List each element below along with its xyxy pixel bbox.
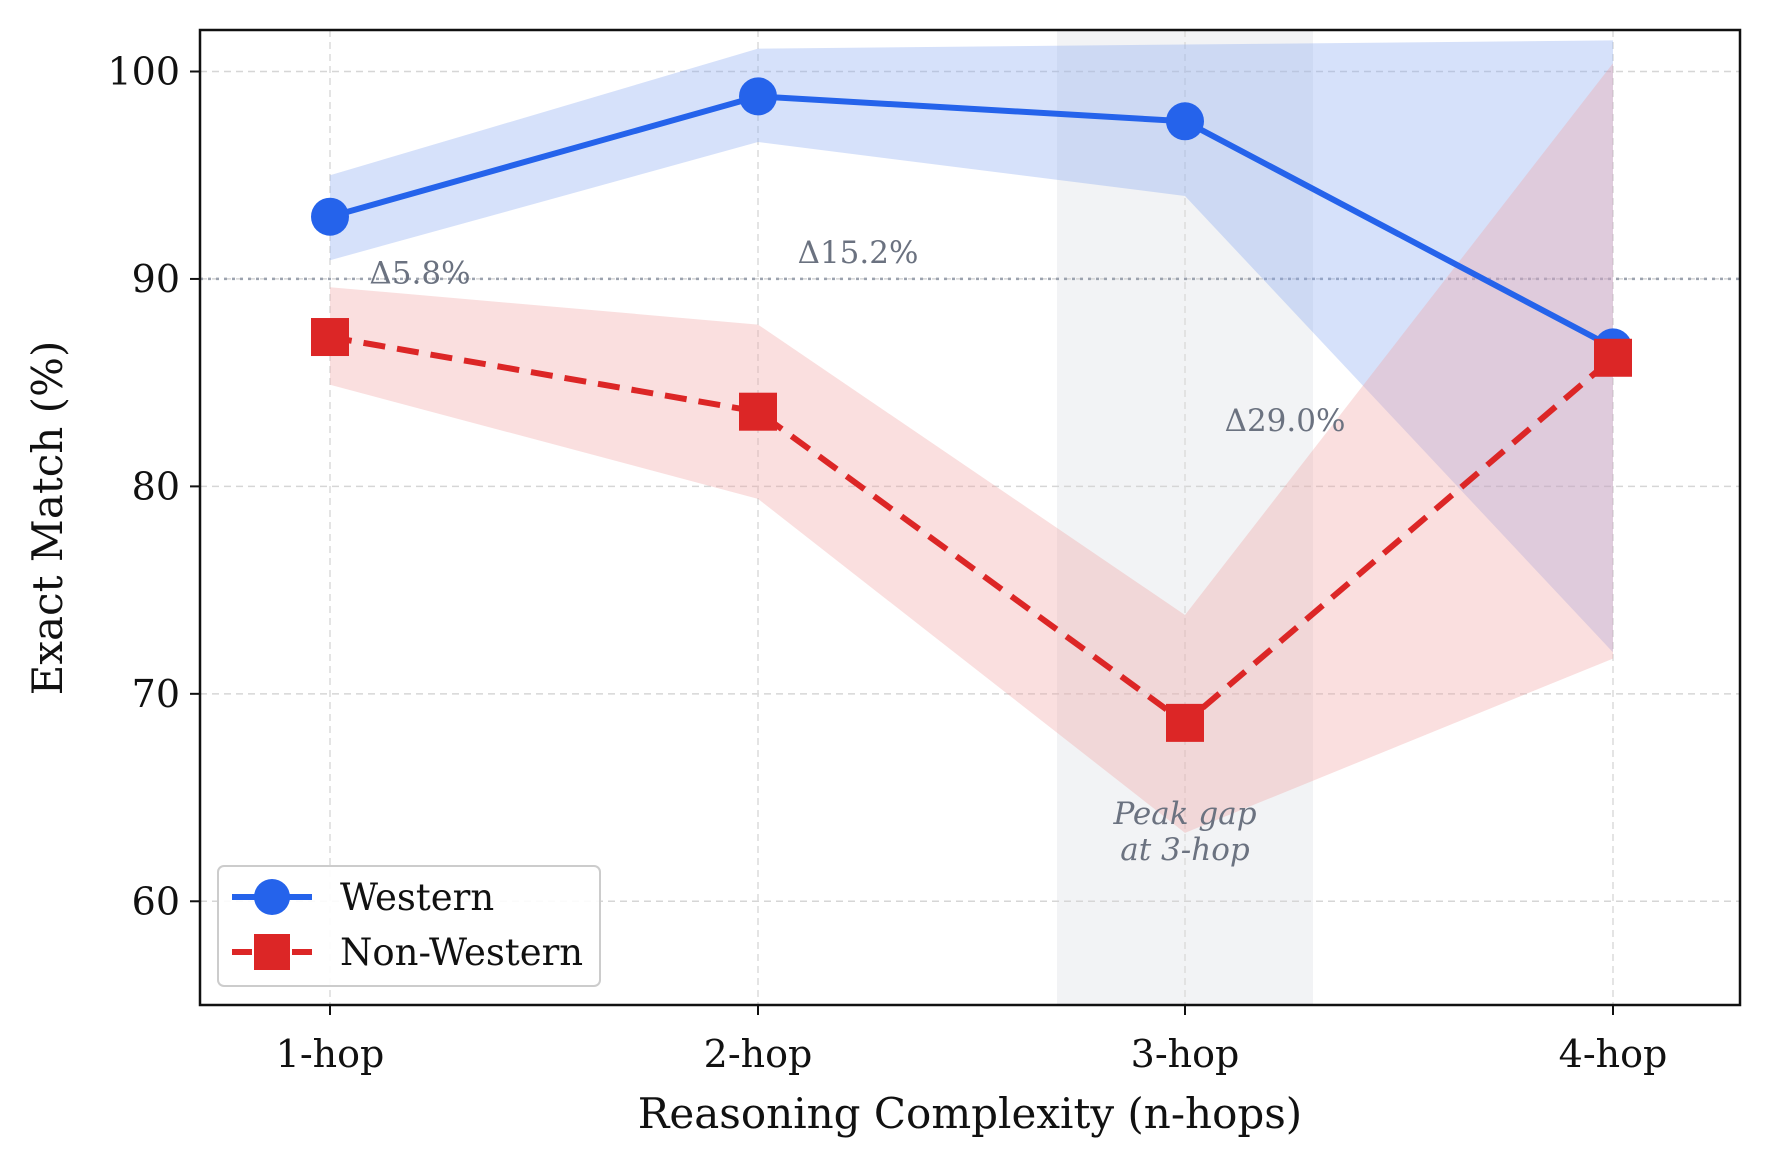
data-point-non-western bbox=[1594, 338, 1632, 377]
legend-marker-western bbox=[254, 879, 290, 915]
legend-label-western: Western bbox=[340, 876, 494, 919]
y-tick-label: 90 bbox=[132, 257, 180, 301]
data-point-non-western bbox=[1166, 703, 1204, 742]
plot-area bbox=[200, 30, 1740, 1005]
delta-annotation: Δ29.0% bbox=[1225, 403, 1346, 439]
data-point-non-western bbox=[311, 318, 349, 357]
x-tick-label: 4-hop bbox=[1559, 1032, 1668, 1076]
legend-marker-non-western bbox=[254, 934, 290, 970]
legend-box bbox=[217, 865, 601, 987]
data-point-western bbox=[311, 197, 349, 236]
y-tick-label: 70 bbox=[132, 672, 180, 716]
y-axis-title: Exact Match (%) bbox=[23, 341, 72, 696]
x-axis-title: Reasoning Complexity (n-hops) bbox=[638, 1089, 1302, 1138]
delta-annotation: Δ15.2% bbox=[798, 235, 919, 271]
y-tick-label: 80 bbox=[132, 464, 180, 508]
delta-annotation: Δ5.8% bbox=[369, 256, 470, 292]
data-point-western bbox=[739, 77, 777, 116]
plot-frame bbox=[198, 28, 1742, 1007]
confidence-band-non-western bbox=[330, 63, 1613, 833]
y-tick-label: 100 bbox=[107, 49, 180, 93]
y-tick-label: 60 bbox=[132, 879, 180, 923]
x-tick-label: 2-hop bbox=[704, 1032, 813, 1076]
data-point-non-western bbox=[739, 392, 777, 431]
peak-gap-note: Peak gap bbox=[1112, 796, 1256, 832]
series-line-non-western bbox=[329, 334, 1615, 726]
series-line-western bbox=[329, 93, 1615, 351]
x-tick-label: 1-hop bbox=[276, 1032, 385, 1076]
peak-gap-note: at 3-hop bbox=[1120, 832, 1250, 868]
legend-label-non-western: Non-Western bbox=[340, 931, 583, 974]
data-point-western bbox=[1166, 102, 1204, 141]
x-tick-label: 3-hop bbox=[1131, 1032, 1240, 1076]
confidence-band-western bbox=[330, 40, 1613, 653]
